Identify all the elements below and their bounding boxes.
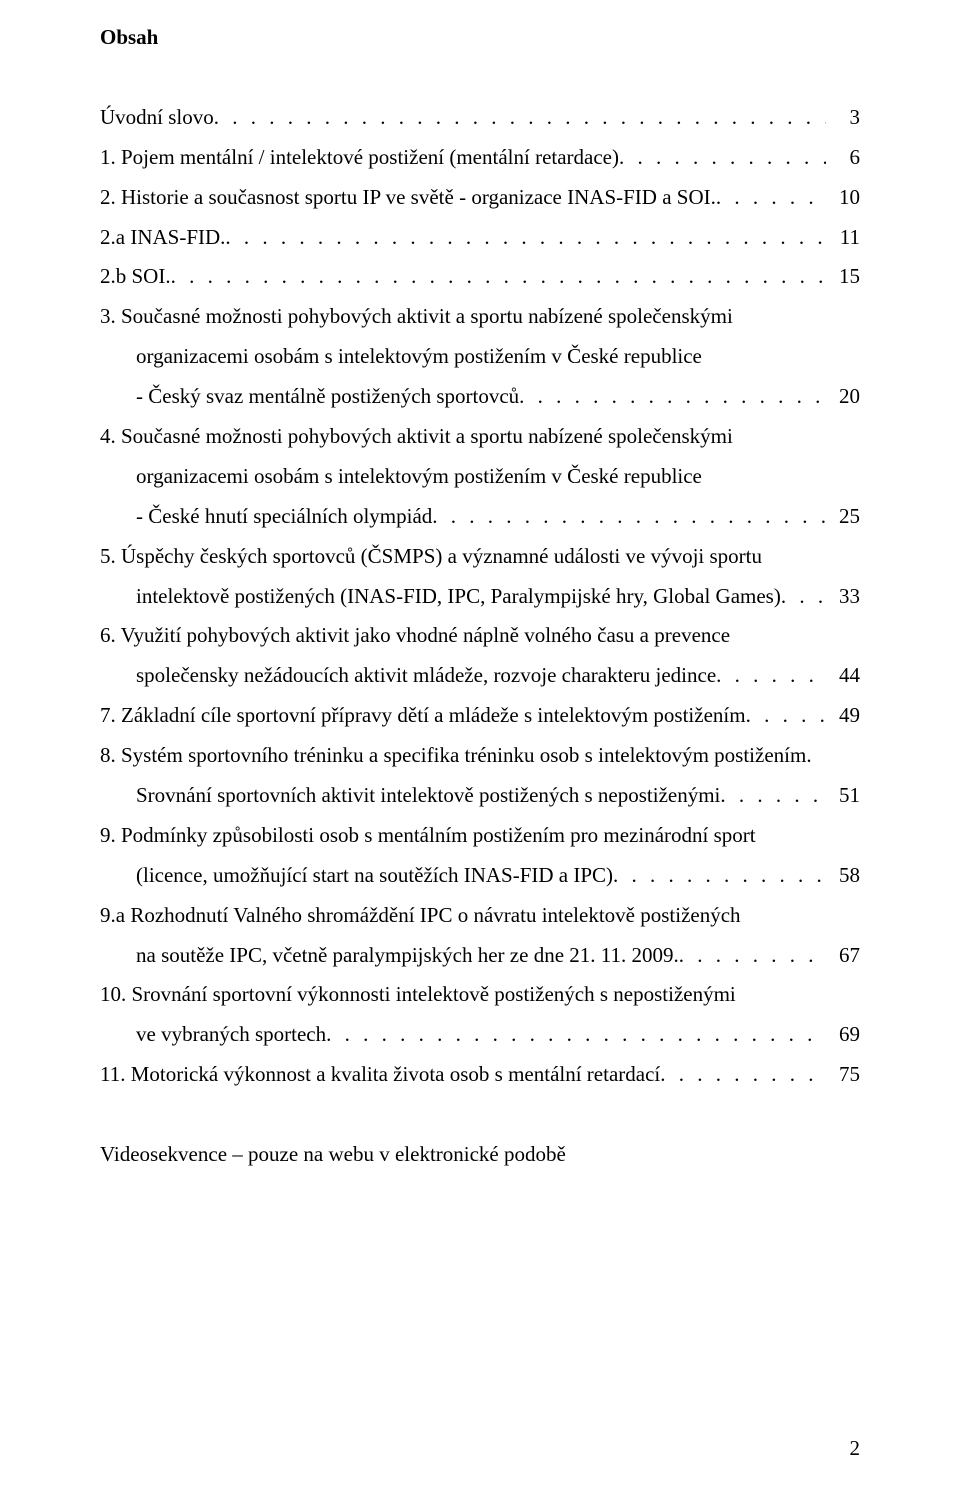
toc-entry-page: 67	[826, 936, 860, 976]
toc-entry: - Český svaz mentálně postižených sporto…	[100, 377, 860, 417]
toc-leader-dots	[746, 696, 826, 736]
toc-entry-text: intelektově postižených (INAS-FID, IPC, …	[136, 577, 781, 617]
toc-leader-dots	[679, 936, 826, 976]
toc-entry-text: organizacemi osobám s intelektovým posti…	[136, 337, 702, 377]
toc-entry-text: na soutěže IPC, včetně paralympijských h…	[136, 936, 679, 976]
toc-entry: ve vybraných sportech 69	[100, 1015, 860, 1055]
toc-entry-text: 2. Historie a současnost sportu IP ve sv…	[100, 178, 716, 218]
toc-leader-dots	[225, 218, 826, 258]
toc-leader-dots	[214, 98, 826, 138]
document-page: Obsah Úvodní slovo 3 1. Pojem mentální / i…	[0, 0, 960, 1499]
page-number: 2	[850, 1429, 861, 1469]
toc-entry: - České hnutí speciálních olympiád 25	[100, 497, 860, 537]
toc-entry-page: 3	[826, 98, 860, 138]
toc-entry-text: Úvodní slovo	[100, 98, 214, 138]
video-note: Videosekvence – pouze na webu v elektron…	[100, 1135, 860, 1175]
toc-entry-text: organizacemi osobám s intelektovým posti…	[136, 457, 702, 497]
toc-entry: 9. Podmínky způsobilosti osob s mentální…	[100, 816, 860, 856]
spacer	[100, 1095, 860, 1135]
toc-entry: 3. Současné možnosti pohybových aktivit …	[100, 297, 860, 337]
toc-entry: 2.a INAS-FID. 11	[100, 218, 860, 258]
toc-entry: na soutěže IPC, včetně paralympijských h…	[100, 936, 860, 976]
toc-entry: Úvodní slovo 3	[100, 98, 860, 138]
toc-entry-text: ve vybraných sportech	[136, 1015, 326, 1055]
toc-entry-text: - Český svaz mentálně postižených sporto…	[136, 377, 519, 417]
toc-entry-page: 25	[826, 497, 860, 537]
toc-entry-text: 4. Současné možnosti pohybových aktivit …	[100, 417, 733, 457]
toc-entry-text: 2.a INAS-FID.	[100, 218, 225, 258]
toc-leader-dots	[716, 656, 826, 696]
toc-entry: 1. Pojem mentální / intelektové postižen…	[100, 138, 860, 178]
toc-leader-dots	[171, 257, 826, 297]
toc-entry-text: 5. Úspěchy českých sportovců (ČSMPS) a v…	[100, 537, 762, 577]
toc-entry-page: 49	[826, 696, 860, 736]
toc-entry-text: 1. Pojem mentální / intelektové postižen…	[100, 138, 619, 178]
toc-entry-page: 69	[826, 1015, 860, 1055]
toc-entry-text: 9. Podmínky způsobilosti osob s mentální…	[100, 816, 756, 856]
toc-entry-text: 6. Využití pohybových aktivit jako vhodn…	[100, 616, 730, 656]
toc-entry-page: 6	[826, 138, 860, 178]
toc-leader-dots	[781, 577, 826, 617]
toc-leader-dots	[716, 178, 826, 218]
toc-leader-dots	[660, 1055, 826, 1095]
toc-leader-dots	[432, 497, 826, 537]
toc-entry-text: 11. Motorická výkonnost a kvalita života…	[100, 1055, 660, 1095]
toc-entry-page: 33	[826, 577, 860, 617]
toc-entry-text: 3. Současné možnosti pohybových aktivit …	[100, 297, 733, 337]
toc-entry-page: 75	[826, 1055, 860, 1095]
toc-entry: společensky nežádoucích aktivit mládeže,…	[100, 656, 860, 696]
toc-entry: intelektově postižených (INAS-FID, IPC, …	[100, 577, 860, 617]
toc-heading: Obsah	[100, 18, 860, 58]
toc-entry-page: 51	[826, 776, 860, 816]
toc-entry-text: 8. Systém sportovního tréninku a specifi…	[100, 736, 812, 776]
toc-entry: 10. Srovnání sportovní výkonnosti intele…	[100, 975, 860, 1015]
toc-entry-text: (licence, umožňující start na soutěžích …	[136, 856, 613, 896]
toc-leader-dots	[519, 377, 826, 417]
toc-entry-page: 44	[826, 656, 860, 696]
toc-entry-page: 11	[826, 218, 860, 258]
toc-entry: 5. Úspěchy českých sportovců (ČSMPS) a v…	[100, 537, 860, 577]
toc-leader-dots	[326, 1015, 826, 1055]
toc-entry: 9.a Rozhodnutí Valného shromáždění IPC o…	[100, 896, 860, 936]
toc-entry: 7. Základní cíle sportovní přípravy dětí…	[100, 696, 860, 736]
toc-list: Úvodní slovo 3 1. Pojem mentální / intelek…	[100, 98, 860, 1095]
toc-entry-text: Srovnání sportovních aktivit intelektově…	[136, 776, 720, 816]
toc-entry-page: 58	[826, 856, 860, 896]
toc-entry: 2. Historie a současnost sportu IP ve sv…	[100, 178, 860, 218]
toc-entry: 11. Motorická výkonnost a kvalita života…	[100, 1055, 860, 1095]
toc-entry-text: 7. Základní cíle sportovní přípravy dětí…	[100, 696, 746, 736]
toc-leader-dots	[619, 138, 826, 178]
toc-entry: organizacemi osobám s intelektovým posti…	[100, 457, 860, 497]
toc-entry-page: 20	[826, 377, 860, 417]
toc-entry: 4. Současné možnosti pohybových aktivit …	[100, 417, 860, 457]
toc-entry-page: 10	[826, 178, 860, 218]
toc-entry-text: 2.b SOI.	[100, 257, 171, 297]
toc-entry: 6. Využití pohybových aktivit jako vhodn…	[100, 616, 860, 656]
toc-leader-dots	[613, 856, 826, 896]
toc-entry: Srovnání sportovních aktivit intelektově…	[100, 776, 860, 816]
toc-leader-dots	[720, 776, 826, 816]
toc-entry: 2.b SOI. 15	[100, 257, 860, 297]
toc-entry-text: společensky nežádoucích aktivit mládeže,…	[136, 656, 716, 696]
toc-entry-text: 9.a Rozhodnutí Valného shromáždění IPC o…	[100, 896, 741, 936]
toc-entry: organizacemi osobám s intelektovým posti…	[100, 337, 860, 377]
toc-entry-text: 10. Srovnání sportovní výkonnosti intele…	[100, 975, 736, 1015]
toc-entry-page: 15	[826, 257, 860, 297]
toc-entry: 8. Systém sportovního tréninku a specifi…	[100, 736, 860, 776]
toc-entry-text: - České hnutí speciálních olympiád	[136, 497, 432, 537]
toc-entry: (licence, umožňující start na soutěžích …	[100, 856, 860, 896]
